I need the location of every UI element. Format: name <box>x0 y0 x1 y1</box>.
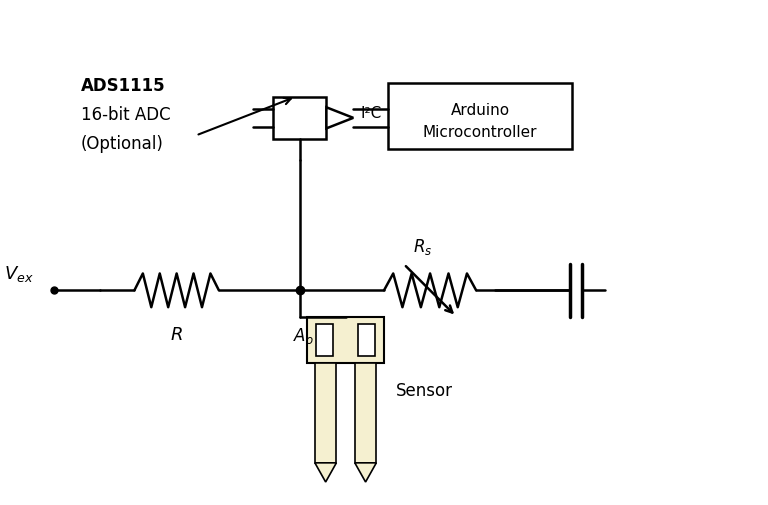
Text: Sensor: Sensor <box>396 381 452 399</box>
Bar <box>355 364 376 463</box>
Text: $V_{ex}$: $V_{ex}$ <box>5 263 34 283</box>
Bar <box>273 97 326 140</box>
Text: ADS1115: ADS1115 <box>81 77 165 94</box>
Polygon shape <box>355 463 376 482</box>
Bar <box>388 84 572 149</box>
Text: $R_s$: $R_s$ <box>412 236 432 257</box>
Text: $A_o$: $A_o$ <box>293 325 314 345</box>
Polygon shape <box>326 108 353 129</box>
Text: I²C: I²C <box>360 106 382 120</box>
Text: Microcontroller: Microcontroller <box>422 125 538 139</box>
Bar <box>315 364 336 463</box>
Bar <box>307 318 384 364</box>
Polygon shape <box>315 463 336 482</box>
Text: Arduino: Arduino <box>451 103 509 118</box>
Text: 16-bit ADC: 16-bit ADC <box>81 106 170 124</box>
Bar <box>358 324 375 357</box>
Bar <box>316 324 333 357</box>
Text: $R$: $R$ <box>170 325 183 343</box>
Text: (Optional): (Optional) <box>81 135 164 153</box>
